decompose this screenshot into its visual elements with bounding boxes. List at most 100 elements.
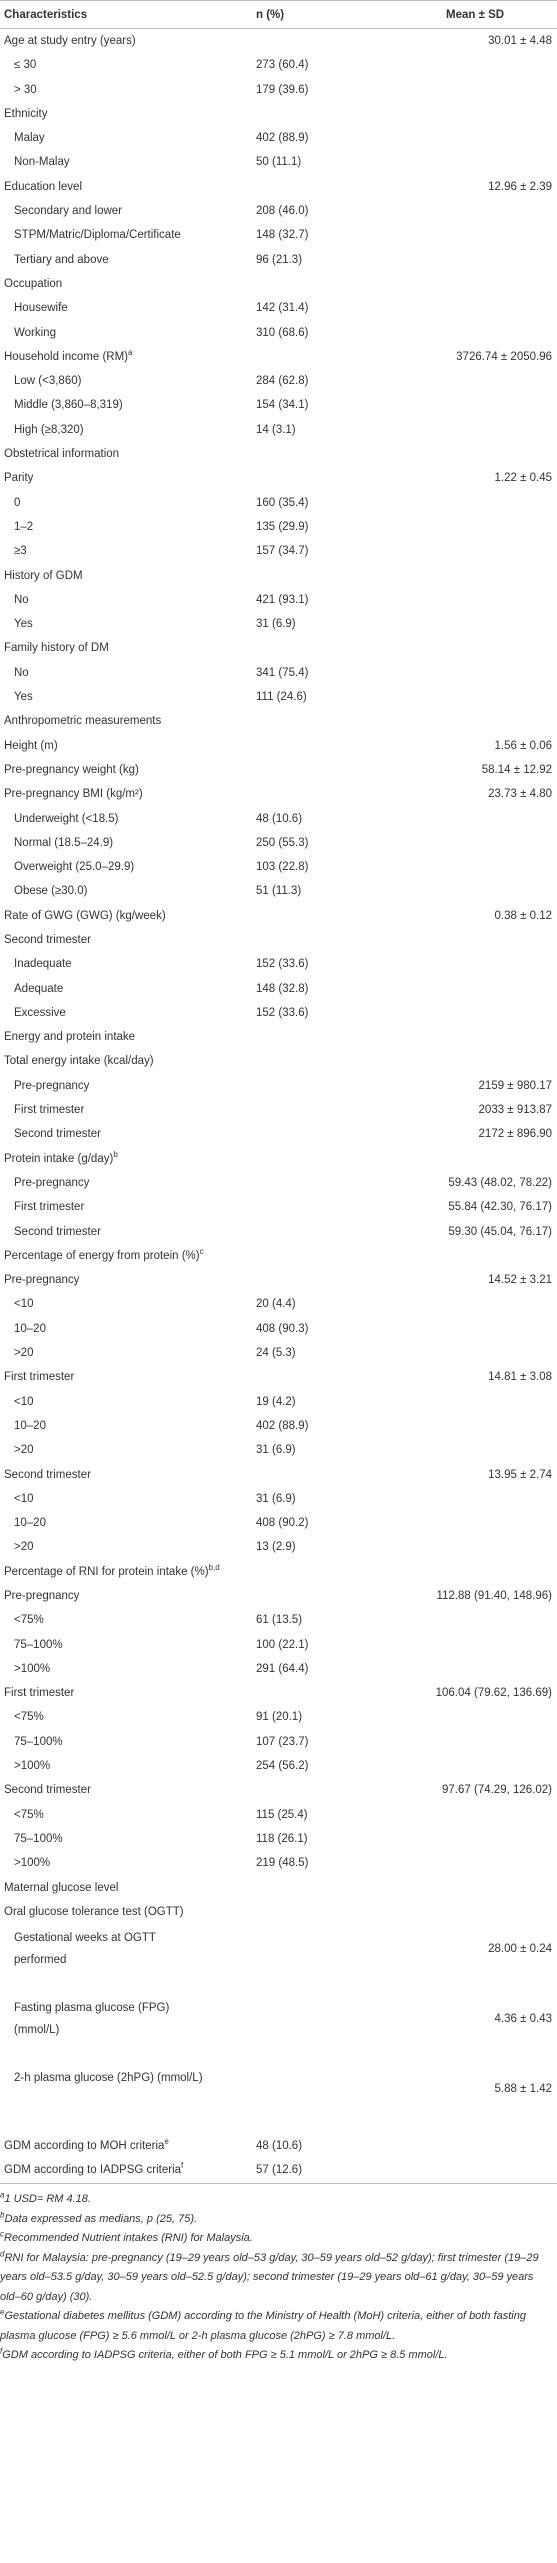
table-row: Pre-pregnancy 2159 ± 980.17 [0,1074,557,1098]
row-label: <10 [14,1298,34,1311]
row-label-cell: > 30 [14,79,37,101]
row-label: Height (m) [4,739,58,752]
row-label-cell: GDM according to MOH criteriae [4,2135,169,2157]
n-percent: 19 (4.2) [256,1395,296,1408]
row-label: Gestational weeks at OGTT performed [14,1932,156,1967]
table-row: Excessive 152 (33.6) [0,1001,557,1025]
row-label-cell: Second trimester [4,1464,91,1486]
n-percent: 48 (10.6) [256,2140,303,2153]
footnote-mark: d [0,2248,5,2258]
row-label-cell: Obese (≥30.0) [14,880,87,902]
table-row: 75–100% 100 (22.1) [0,1633,557,1657]
n-percent: 61 (13.5) [256,1614,303,1627]
table-row: No 341 (75.4) [0,661,557,685]
n-percent: 111 (24.6) [256,691,307,704]
n-percent: 160 (35.4) [256,496,309,509]
table-row: 75–100% 118 (26.1) [0,1827,557,1851]
table-row: Yes 111 (24.6) [0,685,557,709]
table-row: First trimester 106.04 (79.62, 136.69) [0,1681,557,1705]
row-label: Second trimester [4,1468,91,1481]
row-label-cell: Second trimester [4,1779,91,1801]
mean-sd: 12.96 ± 2.39 [488,180,552,193]
mean-sd: 3726.74 ± 2050.96 [456,350,552,363]
row-label-cell: 10–20 [14,1318,46,1340]
table-row: Yes 31 (6.9) [0,612,557,636]
table-row: Family history of DM [0,636,557,660]
row-label: Protein intake (g/day) [4,1152,114,1165]
row-label-cell: Working [14,322,56,344]
row-label-cell: Percentage of RNI for protein intake (%)… [4,1561,220,1583]
table-row: <10 31 (6.9) [0,1487,557,1511]
n-percent: 20 (4.4) [256,1298,296,1311]
mean-sd: 23.73 ± 4.80 [488,788,552,801]
table-row: > 30 179 (39.6) [0,78,557,102]
row-label-cell: Low (<3,860) [14,370,81,392]
row-label: <10 [14,1395,34,1408]
row-label-cell: GDM according to IADPSG criteriaf [4,2159,183,2181]
row-label-cell: Occupation [4,273,62,295]
row-label-cell: Oral glucose tolerance test (OGTT) [4,1901,184,1923]
row-label: Anthropometric measurements [4,715,162,728]
table-row: 10–20 402 (88.9) [0,1414,557,1438]
table-row: Rate of GWG (GWG) (kg/week) 0.38 ± 0.12 [0,904,557,928]
row-label: Pre-pregnancy weight (kg) [4,763,139,776]
footnote: bData expressed as medians, p (25, 75). [0,2210,553,2230]
footnote-text: Data expressed as medians, p (25, 75). [4,2212,198,2225]
footnote: dRNI for Malaysia: pre-pregnancy (19–29 … [0,2249,553,2308]
table-row: >100% 219 (48.5) [0,1851,557,1875]
row-label: Housewife [14,302,68,315]
row-label: 10–20 [14,1517,46,1530]
footnote-text: Recommended Nutrient intakes (RNI) for M… [4,2232,253,2244]
row-label: Low (<3,860) [14,375,82,388]
mean-sd: 59.30 (45.04, 76.17) [448,1225,552,1238]
row-label-cell: Non-Malay [14,151,70,173]
row-label: Percentage of energy from protein (%) [4,1249,200,1262]
row-label: >100% [14,1760,51,1773]
row-label-cell: >100% [14,1852,50,1874]
row-label: Secondary and lower [14,205,123,218]
table-row: <75% 115 (25.4) [0,1803,557,1827]
row-label-cell: Excessive [14,1002,66,1024]
n-percent: 96 (21.3) [256,253,303,266]
table-row: Fasting plasma glucose (FPG) (mmol/L) 4.3… [0,1994,557,2064]
row-label-cell: Obstetrical information [4,443,119,465]
table-row: Gestational weeks at OGTT performed 28.00… [0,1924,557,1994]
n-percent: 100 (22.1) [256,1638,309,1651]
n-percent: 31 (6.9) [256,618,296,631]
table-row: Underweight (<18.5) 48 (10.6) [0,807,557,831]
row-label-cell: Rate of GWG (GWG) (kg/week) [4,905,166,927]
table-row: Second trimester 59.30 (45.04, 76.17) [0,1220,557,1244]
row-label-cell: Housewife [14,297,68,319]
mean-sd: 28.00 ± 0.24 [488,1943,552,1956]
table: Characteristics n (%) Mean ± SD Age at s… [0,0,557,2184]
row-label: Education level [4,180,82,193]
row-label-cell: Second trimester [14,1123,101,1145]
table-row: >20 13 (2.9) [0,1535,557,1559]
mean-sd: 1.56 ± 0.06 [494,739,552,752]
footnote: a1 USD= RM 4.18. [0,2190,553,2210]
n-percent: 154 (34.1) [256,399,309,412]
row-label-cell: Pre-pregnancy BMI (kg/m²) [4,783,143,805]
mean-sd: 13.95 ± 2.74 [488,1468,552,1481]
table-row: Second trimester [0,928,557,952]
table-row: History of GDM [0,564,557,588]
row-label: Pre-pregnancy [14,1079,90,1092]
row-label: Total energy intake (kcal/day) [4,1055,154,1068]
n-percent: 50 (11.1) [256,156,302,169]
row-label: High (≥8,320) [14,423,84,436]
row-label-cell: Normal (18.5–24.9) [14,832,113,854]
row-label-cell: Second trimester [4,929,91,951]
row-label-cell: First trimester [14,1196,84,1218]
row-label-cell: 75–100% [14,1731,63,1753]
table-row: High (≥8,320) 14 (3.1) [0,418,557,442]
row-label: First trimester [4,1687,75,1700]
row-label: Tertiary and above [14,253,109,266]
row-label-cell: ≤ 30 [14,54,36,76]
row-label-cell: Ethnicity [4,103,47,125]
table-row: First trimester 55.84 (42.30, 76.17) [0,1195,557,1219]
n-percent: 148 (32.8) [256,982,309,995]
table-row: Second trimester 13.95 ± 2.74 [0,1463,557,1487]
header-cell: Mean ± SD [446,9,505,21]
row-label-cell: >20 [14,1439,34,1461]
row-label-cell: Gestational weeks at OGTT performed [14,1927,204,1971]
